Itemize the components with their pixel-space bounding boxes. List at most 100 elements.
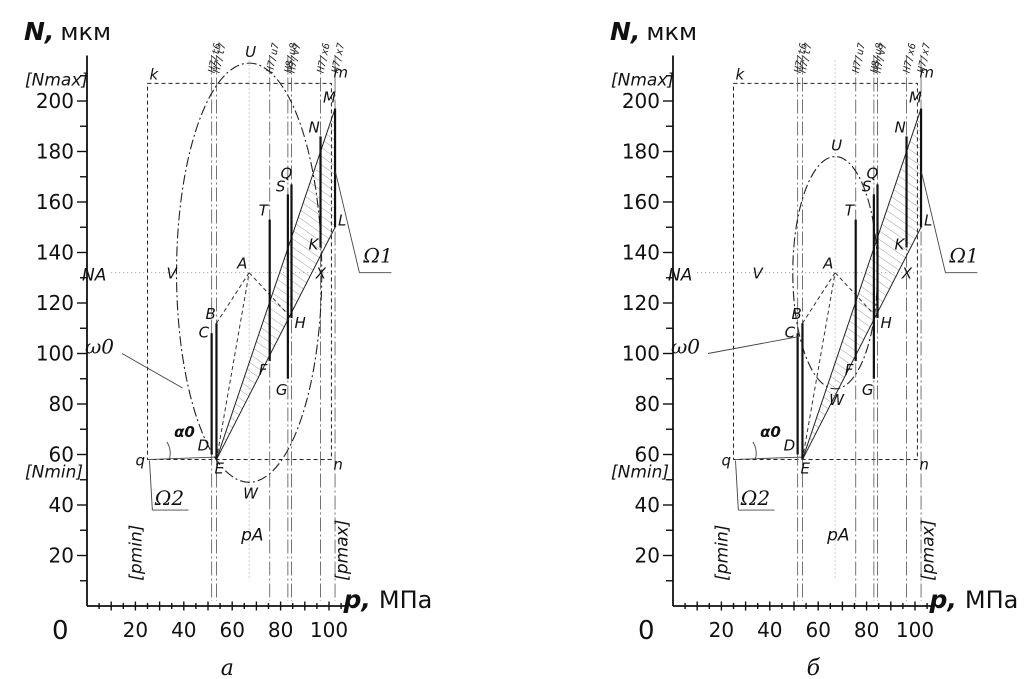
point-label-B: B [205,305,215,323]
omega1-leader [920,171,946,273]
origin-label: 0 [52,616,69,646]
frame-label-q: q [722,452,732,470]
panel-caption: а [221,656,234,679]
point-label-A: A [822,255,833,273]
y-tick-label: 40 [49,493,74,517]
y-tick-label: 20 [635,544,660,568]
panel-caption: б [807,656,821,679]
diag-b-a [802,272,836,324]
ellipse-omega0 [175,62,323,483]
y-tick-label: 100 [622,342,660,366]
x-axis-label: p, [929,585,957,614]
region-upper-boundary [801,108,922,460]
point-label-S: S [862,177,872,195]
n-max-label: [Nmax] [25,70,88,90]
y-tick-label: 160 [36,190,74,214]
omega1-label: Ω1 [362,244,392,268]
x-tick-label: 20 [123,618,148,642]
region-lower-boundary [216,227,336,460]
point-label-F: F [845,361,854,379]
frame-label-n: n [333,456,343,474]
x-tick-label: 20 [709,618,734,642]
x-tick-label: 40 [757,618,782,642]
point-label-N: N [309,118,320,136]
frame-label-n: n [919,456,929,474]
alpha0-arc [752,441,757,460]
y-tick-label: 180 [36,140,74,164]
y-tick-label: 200 [36,89,74,113]
y-axis-label: N, [610,17,640,46]
y-tick-label: 140 [622,241,660,265]
y-tick-label: 60 [49,443,74,467]
frame-label-q: q [136,452,146,470]
y-tick-label: 120 [622,291,660,315]
n-min-label: [Nmin] [25,463,83,483]
point-label-M: M [323,89,336,107]
y-axis-label: N, [24,17,54,46]
y-tick-label: 80 [635,392,660,416]
p-min-label: [pmin] [127,525,147,581]
p-max-label: [pmax] [332,520,352,581]
y-axis-unit: мкм [646,18,697,46]
point-label-T: T [845,202,856,220]
omega2-leader [149,460,153,511]
y-tick-label: 80 [49,392,74,416]
point-label-X: X [315,265,327,283]
point-label-U: U [831,137,842,155]
point-label-G: G [862,381,874,399]
omega1-leader [334,171,360,273]
omega0-leader [707,336,799,354]
n-max-label: [Nmax] [611,70,674,90]
alpha0-arc [166,441,171,460]
y-tick-label: 200 [622,89,660,113]
frame-label-k: k [736,65,746,83]
point-label-E: E [214,460,224,478]
x-axis-title: p, МПа [929,585,1019,614]
p-min-label: [pmin] [713,525,733,581]
y-tick-label: 140 [36,241,74,265]
omega0-label: ω0 [671,335,700,359]
diag-e-a [801,272,836,460]
point-label-V: V [167,265,179,283]
admissible-frame [147,82,332,461]
p-max-label: [pmax] [918,520,938,581]
y-axis-title: N, мкм [24,17,111,46]
alpha-base-line [147,456,217,460]
point-label-S: S [276,177,286,195]
frame-label-m: m [919,63,934,81]
n-a-label: NA [82,266,106,286]
y-tick-label: 180 [622,140,660,164]
omega2-label: Ω2 [740,486,770,510]
p-a-label: pA [826,525,849,545]
x-tick-label: 40 [171,618,196,642]
y-tick-label: 120 [36,291,74,315]
x-tick-label: 60 [219,618,244,642]
y-tick-label: 100 [36,342,74,366]
alpha0-label: α0 [760,423,781,441]
point-label-D: D [198,437,210,455]
y-tick-label: 20 [49,544,74,568]
point-label-D: D [784,437,796,455]
n-min-label: [Nmin] [611,463,669,483]
point-label-W: W [243,484,259,502]
x-tick-label: 100 [896,618,934,642]
origin-label: 0 [638,616,655,646]
point-label-V: V [753,265,765,283]
y-tick-label: 60 [635,443,660,467]
frame-label-m: m [333,63,348,81]
n-a-label: NA [668,266,692,286]
point-label-C: C [199,323,210,341]
point-label-F: F [259,361,268,379]
omega1-label: Ω1 [948,244,978,268]
omega0-leader [121,353,183,389]
frame-label-k: k [150,65,160,83]
point-label-A: A [236,255,247,273]
point-label-L: L [924,211,932,229]
point-label-K: K [309,235,320,253]
admissible-frame [733,82,918,461]
x-tick-label: 80 [854,618,879,642]
point-label-T: T [259,202,270,220]
point-label-X: X [901,265,913,283]
